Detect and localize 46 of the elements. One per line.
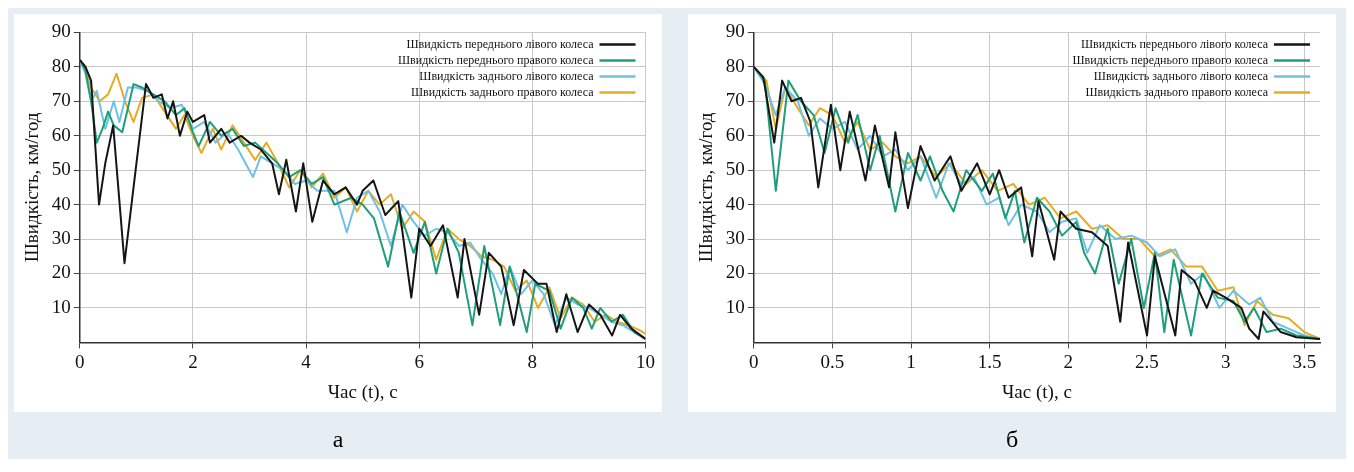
y-axis-title: Швидкість, км/год xyxy=(21,112,43,263)
y-tick-label: 60 xyxy=(725,123,745,145)
y-tick-label: 50 xyxy=(51,158,71,180)
legend-label: Швидкість переднього правого колеса xyxy=(1072,52,1269,67)
y-tick-label: 90 xyxy=(725,20,745,42)
y-tick-label: 30 xyxy=(725,227,745,249)
text: а xyxy=(332,426,344,453)
x-tick-label: 2.5 xyxy=(1135,350,1159,372)
y-tick-label: 10 xyxy=(725,295,745,317)
x-tick-label: 4 xyxy=(301,350,312,372)
y-tick-label: 80 xyxy=(51,54,71,76)
x-tick-label: 2 xyxy=(188,350,198,372)
y-tick-label: 40 xyxy=(725,192,745,214)
y-tick-label: 70 xyxy=(51,89,71,111)
y-axis-title: Швидкість, км/год xyxy=(695,112,717,263)
x-tick-label: 0 xyxy=(75,350,85,372)
legend-label: Швидкість переднього лівого колеса xyxy=(1080,36,1269,51)
legend-label: Швидкість заднього лівого колеса xyxy=(1093,68,1269,83)
legend-label: Швидкість заднього правого колеса xyxy=(1085,84,1269,99)
x-tick-label: 6 xyxy=(414,350,424,372)
x-tick-label: 10 xyxy=(636,350,655,372)
x-tick-label: 3 xyxy=(1220,350,1231,372)
y-tick-label: 10 xyxy=(51,295,71,317)
x-tick-label: 3.5 xyxy=(1292,350,1317,372)
x-tick-label: 2 xyxy=(1063,350,1074,372)
y-tick-label: 90 xyxy=(51,20,71,42)
y-tick-label: 80 xyxy=(725,54,745,76)
text: б xyxy=(1005,426,1019,453)
legend-label: Швидкість переднього правого колеса xyxy=(398,52,595,67)
x-tick-label: 1 xyxy=(906,350,916,372)
y-tick-label: 40 xyxy=(51,192,71,214)
legend-label: Швидкість заднього правого колеса xyxy=(410,84,595,99)
y-tick-label: 20 xyxy=(51,261,71,283)
y-tick-label: 70 xyxy=(725,89,745,111)
y-tick-label: 60 xyxy=(51,123,71,145)
x-tick-label: 0.5 xyxy=(820,350,845,372)
y-tick-label: 50 xyxy=(725,158,745,180)
y-tick-label: 30 xyxy=(51,227,71,249)
legend-label: Швидкість заднього лівого колеса xyxy=(419,68,595,83)
x-axis-title: Час (t), с xyxy=(1001,380,1072,403)
x-axis-title: Час (t), с xyxy=(327,380,398,403)
y-tick-label: 20 xyxy=(725,261,745,283)
x-tick-label: 0 xyxy=(749,350,759,372)
x-tick-label: 1.5 xyxy=(977,350,1002,372)
x-tick-label: 8 xyxy=(527,350,538,372)
legend-label: Швидкість переднього лівого колеса xyxy=(406,36,595,51)
